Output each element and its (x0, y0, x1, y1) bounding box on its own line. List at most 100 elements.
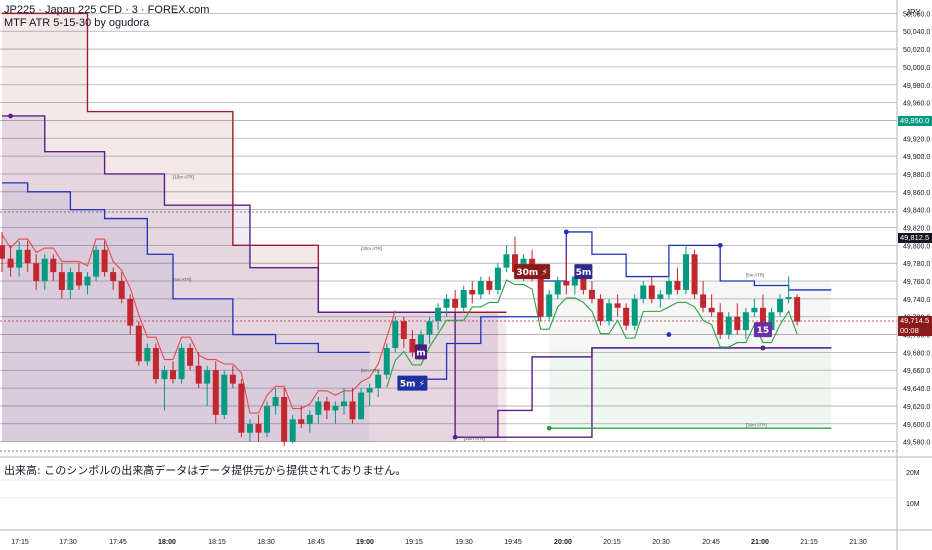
level-start-dot (563, 229, 569, 235)
candle-body (546, 294, 553, 317)
candle-body (477, 281, 484, 295)
atr15-fill (44, 151, 105, 442)
candle-body (537, 276, 544, 317)
candle-body (178, 347, 185, 380)
y-tick-label: 49,700.0 (903, 333, 930, 340)
level-start-dot (8, 113, 13, 119)
candle-body (349, 401, 356, 420)
x-tick-label: 18:30 (257, 539, 275, 546)
x-tick-label: 20:00 (554, 539, 572, 546)
dark-price-badge: 49,812.5 (898, 233, 932, 243)
candle-body (588, 289, 595, 299)
atr-level-tag: [5m ATR] (746, 273, 764, 278)
atr15-fill (455, 312, 498, 438)
x-tick-label: 20:45 (702, 539, 720, 546)
candle-body (725, 316, 732, 335)
candle-body (640, 285, 647, 299)
y-tick-label: 49,960.0 (903, 101, 930, 108)
candle-body (212, 370, 219, 415)
x-tick-label: 19:30 (455, 539, 473, 546)
y-tick-label: 50,000.0 (903, 65, 930, 72)
candle-body (229, 374, 236, 384)
x-tick-label: 20:15 (603, 539, 621, 546)
candle-body (144, 347, 151, 362)
candle-body (512, 254, 518, 273)
symbol-legend[interactable]: JP225 · Japan 225 CFD · 3 · FOREX.com (4, 4, 210, 16)
range-fill (549, 281, 832, 348)
candle-body (187, 347, 194, 366)
candle-body (161, 370, 168, 380)
fast-stop-green-line (386, 279, 798, 388)
atr-level-tag: [5m ATR] (361, 368, 379, 373)
currency-label: JPY (906, 8, 921, 17)
candle-body (238, 383, 245, 433)
y-tick-label: 49,600.0 (903, 422, 930, 429)
atr-level-tag: [15m ATR] (464, 436, 485, 441)
volume-axis-label: 10M (906, 501, 920, 508)
signal-marker (753, 322, 772, 338)
level-start-dot (546, 425, 552, 431)
candle-body (221, 374, 228, 415)
y-tick-label: 49,920.0 (903, 136, 930, 143)
candle-body (683, 254, 689, 290)
y-tick-label: 49,840.0 (903, 208, 930, 215)
candle-body (486, 281, 493, 290)
atr5-fill (70, 209, 105, 442)
candle-body (323, 401, 330, 411)
x-tick-label: 21:15 (800, 539, 818, 546)
atr30-fill (2, 13, 88, 442)
signal-marker (574, 264, 593, 280)
candle-body (24, 249, 31, 264)
level-start-dot (452, 434, 458, 440)
candle-body (494, 267, 501, 290)
y-tick-label: 49,620.0 (903, 404, 930, 411)
y-tick-label: 49,660.0 (903, 368, 930, 375)
candle-body (443, 298, 450, 308)
candle-body (375, 374, 382, 389)
candle-body (366, 388, 373, 393)
signal-marker-label: 5m ⚡ (400, 380, 425, 390)
candle-body (289, 419, 296, 442)
level-start-dot (760, 345, 766, 351)
candle-body (580, 276, 587, 290)
candle-body (84, 276, 91, 286)
candle-body (409, 339, 416, 353)
candle-body (358, 392, 365, 420)
atr5-fill (2, 182, 28, 442)
candle-body (503, 254, 510, 268)
candle-body (67, 272, 74, 290)
candle-body (383, 347, 390, 375)
candle-body (563, 281, 570, 286)
x-tick-label: 20:30 (652, 539, 670, 546)
candle-body (272, 397, 279, 406)
candle-body (101, 249, 108, 273)
y-tick-label: 50,020.0 (903, 47, 930, 54)
volume-axis-label: 20M (906, 470, 920, 477)
candle-body (648, 285, 655, 299)
atr15-lower-line (455, 347, 832, 438)
candle-body (332, 405, 339, 411)
gridlines (0, 12, 897, 499)
candle-body (127, 298, 134, 326)
candle-body (33, 263, 40, 282)
candle-body (135, 325, 142, 362)
candlestick-series (0, 231, 801, 447)
candle-body (794, 297, 801, 322)
candle-body (341, 401, 347, 406)
atr15-line (2, 115, 832, 438)
indicator-legend[interactable]: MTF ATR 5-15-30 by ogudora (4, 17, 150, 29)
candle-body (170, 370, 176, 380)
y-tick-label: 49,580.0 (903, 440, 930, 447)
y-tick-label: 49,780.0 (903, 261, 930, 268)
atr5-line (403, 231, 832, 380)
x-tick-label: 19:15 (405, 539, 423, 546)
candle-body (469, 289, 476, 295)
y-tick-label: 49,820.0 (903, 226, 930, 233)
y-tick-label: 50,060.0 (903, 11, 930, 18)
x-tick-label: 18:00 (158, 539, 176, 546)
atr-annotations: 30m ⚡ 5m m 5m ⚡ 15 [15m ATR] [5m ATR] [30m ATR]… (8, 113, 772, 441)
current-price-value: 49,714.5 (900, 316, 930, 325)
candle-body (0, 245, 5, 259)
level-start-dot (717, 242, 723, 248)
